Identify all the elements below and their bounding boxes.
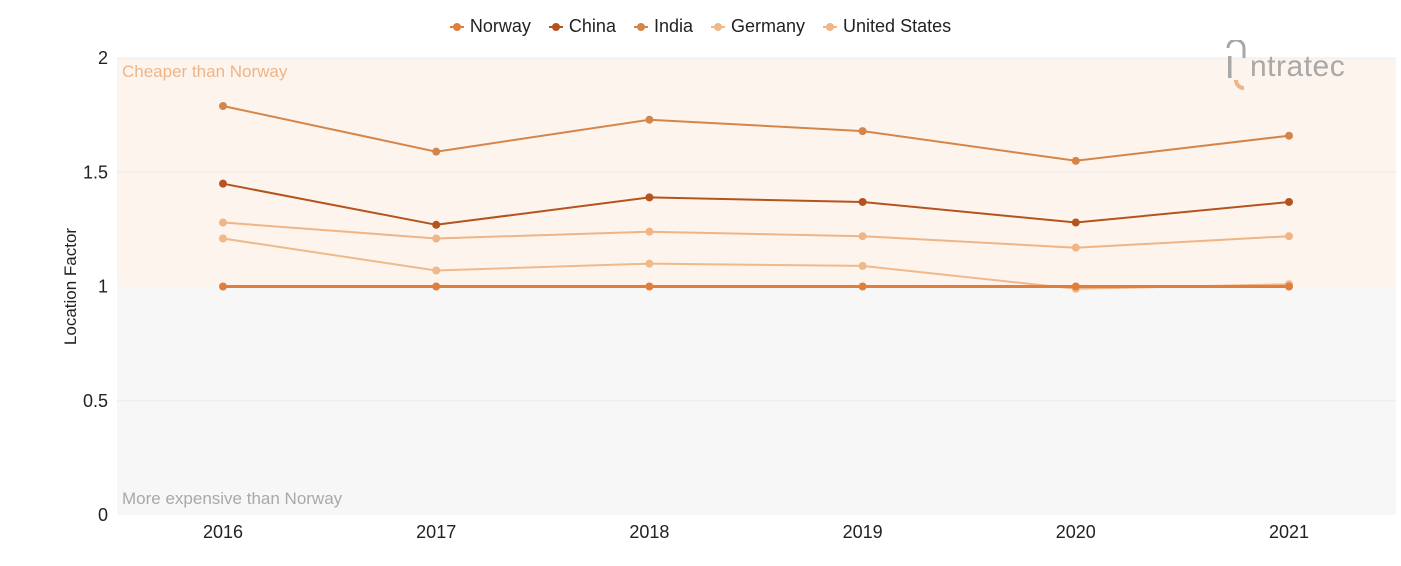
cheaper-zone-label: Cheaper than Norway (122, 62, 288, 81)
series-line-germany (222, 237, 1290, 290)
x-tick-label: 2016 (203, 522, 243, 542)
data-point-united-states (219, 218, 227, 227)
legend-marker-icon (711, 22, 725, 32)
legend-marker-icon (633, 22, 648, 32)
legend-label: India (653, 16, 693, 36)
data-point-norway (645, 282, 654, 291)
y-tick-label: 1 (98, 277, 108, 297)
data-point-india (1285, 131, 1293, 140)
data-point-united-states (858, 232, 867, 241)
data-point-united-states (1285, 232, 1293, 241)
data-point-united-states (1071, 243, 1080, 252)
x-tick-label: 2021 (1269, 522, 1309, 542)
x-tick-label: 2018 (629, 522, 669, 542)
data-point-india (219, 101, 227, 110)
legend-item-china[interactable]: China (548, 16, 616, 37)
data-point-india (1071, 156, 1080, 165)
series-united-states (219, 218, 1293, 252)
data-point-norway (432, 282, 441, 291)
legend-marker-icon (548, 22, 563, 32)
x-axis-ticks: 2016 2017 2018 2019 2020 2021 (203, 522, 1309, 542)
x-tick-label: 2020 (1056, 522, 1096, 542)
data-point-india (858, 127, 867, 136)
data-point-norway (1071, 282, 1080, 291)
y-tick-label: 0 (98, 505, 108, 525)
data-point-china (1285, 197, 1293, 206)
legend-label: United States (843, 16, 952, 36)
data-point-germany (858, 261, 867, 270)
legend-marker-icon (823, 22, 838, 32)
legend-label: China (568, 16, 616, 36)
legend-label: Norway (469, 16, 531, 36)
intratec-logo: ntratec (1222, 40, 1345, 94)
data-point-china (432, 220, 441, 229)
legend-marker-icon (449, 22, 464, 32)
data-point-china (219, 179, 227, 188)
y-tick-label: 1.5 (83, 162, 108, 182)
y-axis-ticks: 0 0.5 1 1.5 2 (83, 48, 108, 525)
series-line-china (222, 182, 1290, 226)
chart-legend: Norway China India Germany United States (0, 16, 1401, 37)
data-point-norway (858, 282, 867, 291)
series-line-india (222, 105, 1290, 162)
data-point-united-states (645, 227, 654, 236)
series-line-united-states (222, 221, 1290, 249)
y-tick-label: 0.5 (83, 391, 108, 411)
legend-item-norway[interactable]: Norway (449, 16, 531, 37)
logo-mark-icon (1226, 40, 1246, 90)
data-point-germany (645, 259, 654, 268)
data-point-china (1071, 218, 1080, 227)
data-point-germany (432, 266, 441, 275)
x-tick-label: 2017 (416, 522, 456, 542)
y-tick-label: 2 (98, 48, 108, 68)
data-point-norway (1285, 282, 1293, 291)
data-point-india (645, 115, 654, 124)
legend-item-united-states[interactable]: United States (823, 16, 951, 37)
y-axis-label: Location Factor (61, 228, 80, 346)
series-india (219, 101, 1293, 165)
data-point-united-states (432, 234, 441, 243)
series-china (219, 179, 1293, 229)
data-point-germany (219, 234, 227, 243)
legend-label: Germany (731, 16, 806, 36)
data-point-india (432, 147, 441, 156)
series-layer (219, 101, 1293, 293)
logo-text: ntratec (1250, 50, 1346, 83)
gridlines (117, 57, 1396, 402)
data-point-china (645, 193, 654, 202)
data-point-norway (219, 282, 227, 291)
legend-item-india[interactable]: India (633, 16, 693, 37)
series-norway (219, 282, 1293, 291)
x-tick-label: 2019 (843, 522, 883, 542)
more-expensive-zone-label: More expensive than Norway (122, 489, 343, 508)
data-point-china (858, 197, 867, 206)
legend-item-germany[interactable]: Germany (711, 16, 805, 37)
